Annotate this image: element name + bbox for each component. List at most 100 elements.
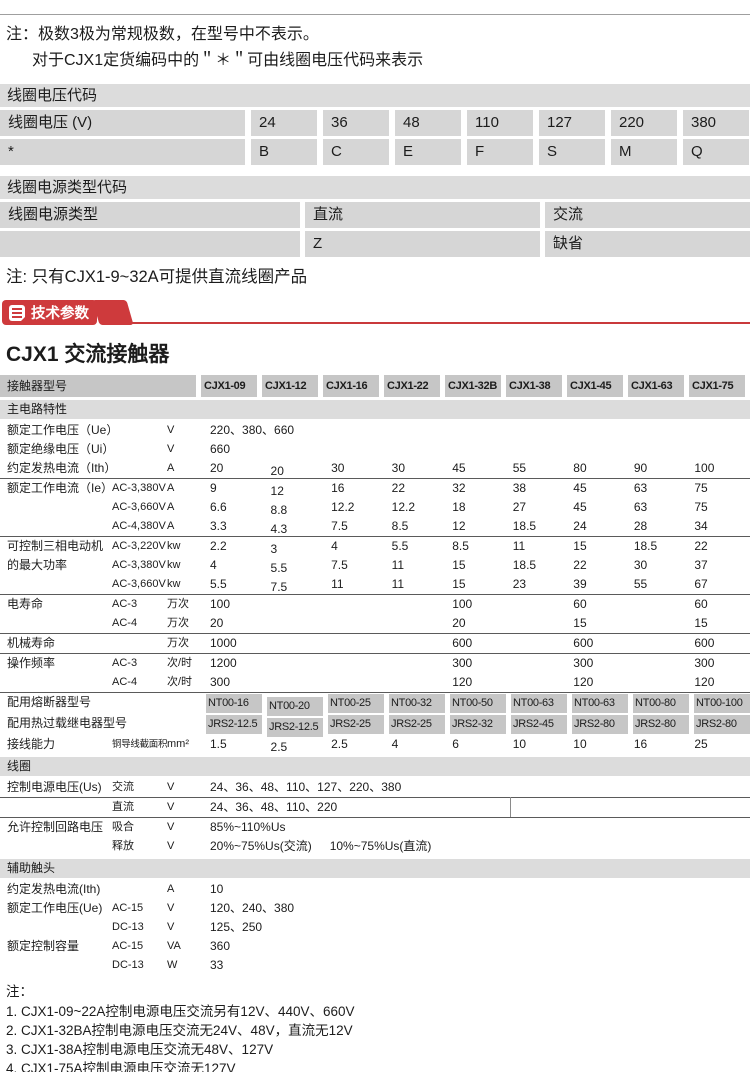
spec-row: AC-4,380V A 3.3 4.3 7.5 8.5 12 18.5 24 28 34 xyxy=(0,517,750,536)
spec-row-label: 约定发热电流（Ith） xyxy=(7,461,117,475)
spec-value-span: 20%~75%Us(交流) xyxy=(210,839,312,853)
model-part-cell: JRS2-12.5 xyxy=(267,718,323,737)
spec-row-unit: V xyxy=(167,921,175,933)
spec-value-cell: 22 xyxy=(694,539,708,553)
spec-value-cell: 15 xyxy=(573,616,587,630)
spec-value-cell: 9 xyxy=(210,481,217,495)
spec-row-sublabel: AC-3,660V xyxy=(112,578,166,590)
spec-row: 机械寿命 万次 1000 600 600 600 xyxy=(0,633,750,653)
spec-value-cell: 4 xyxy=(210,558,217,572)
spec-row: 配用热过载继电器型号 JRS2-12.5 JRS2-12.5 JRS2-25 JRS2-… xyxy=(0,714,750,737)
row-label: * xyxy=(0,139,245,165)
spec-row-unit: A xyxy=(167,501,175,513)
spec-row: 额定工作电流（Ie） AC-3,380V A 9 12 16 22 32 38 45 63 75 xyxy=(0,478,750,498)
spec-value-cell: 15 xyxy=(694,616,708,630)
spec-value-cell: 39 xyxy=(573,577,587,591)
spec-row-label: 额定工作电压(Ue) xyxy=(7,901,103,915)
spec-row: AC-3,660V kw 5.5 7.5 11 11 15 23 39 55 67 xyxy=(0,575,750,594)
spec-value-cell: 16 xyxy=(331,481,345,495)
spec-value-cell: 12.2 xyxy=(331,500,355,514)
spec-value-cell: 120 xyxy=(694,675,715,689)
spec-row: AC-3,660V A 6.6 8.8 12.2 12.2 18 27 45 63 75 xyxy=(0,498,750,517)
table-row: 线圈电源类型 直流 交流 xyxy=(0,202,750,228)
spec-row-label xyxy=(0,918,112,937)
spec-row-label xyxy=(0,498,112,517)
model-column-header: CJX1-32B xyxy=(445,375,501,397)
spec-row-sublabel: AC-4,380V xyxy=(112,520,166,532)
spec-value-cell: 45 xyxy=(573,481,587,495)
spec-value-span: 125、250 xyxy=(210,920,263,934)
model-part-cell: NT00-32 xyxy=(389,694,445,713)
top-notes: 注：极数3极为常规极数，在型号中不表示。 对于CJX1定货编码中的＂＊＂可由线圈… xyxy=(6,22,750,74)
spec-row-values: 33 xyxy=(205,956,750,975)
spec-value-cell xyxy=(508,595,569,614)
spec-value-cell: 25 xyxy=(694,737,708,751)
model-part-cell: NT00-63 xyxy=(511,694,567,713)
spec-value-cell xyxy=(508,673,569,692)
spec-row-values: 3.3 4.3 7.5 8.5 12 18.5 24 28 34 xyxy=(205,517,750,536)
spec-value-cell: 600 xyxy=(694,636,715,650)
table-cell: 380 xyxy=(683,110,749,136)
spec-row-sublabel: 释放 xyxy=(112,840,134,852)
spec-row: 的最大功率 AC-3,380V kw 4 5.5 7.5 11 15 18.5 22 30 37 xyxy=(0,556,750,575)
spec-row-unit: 次/时 xyxy=(167,657,193,669)
spec-value-cell: 2.2 xyxy=(210,539,227,553)
spec-value-span: 24、36、48、110、220 xyxy=(210,800,338,814)
spec-row-values: 2.2 3 4 5.5 8.5 11 15 18.5 22 xyxy=(205,537,750,556)
spec-row-unit: W xyxy=(167,959,178,971)
spec-value-cell xyxy=(326,634,387,653)
table-row: * B C E F S M Q xyxy=(0,139,750,165)
table-cell: B xyxy=(251,139,317,165)
spec-row-sublabel: AC-3,660V xyxy=(112,501,166,513)
spec-value-cell: 100 xyxy=(694,461,715,475)
spec-row-label xyxy=(0,614,112,633)
spec-value-cell: 63 xyxy=(633,481,648,495)
spec-row: 电寿命 AC-3 万次 100 100 60 60 xyxy=(0,594,750,614)
document-icon xyxy=(9,304,26,322)
spec-row-label: 电寿命 xyxy=(7,597,44,611)
spec-value-cell: 12.2 xyxy=(391,500,415,514)
note-line-2: 对于CJX1定货编码中的＂＊＂可由线圈电压代码来表示 xyxy=(32,52,424,69)
spec-row: AC-4 万次 20 20 15 15 xyxy=(0,614,750,633)
spec-value-span: 360 xyxy=(210,939,231,953)
model-part-cell: JRS2-80 xyxy=(572,715,628,734)
spec-value-cell: 10 xyxy=(573,737,587,751)
table-cell: 直流 xyxy=(305,202,540,228)
spec-value-cell: 120 xyxy=(573,675,594,689)
spec-value-cell: 7.5 xyxy=(331,519,348,533)
spec-row: 直流 V 24、36、48、110、220 xyxy=(0,797,750,817)
spec-value-cell xyxy=(326,654,387,673)
spec-value-cell xyxy=(387,634,448,653)
spec-value-cell: 4.3 xyxy=(270,522,288,536)
table-cell: F xyxy=(467,139,533,165)
spec-value-cell: 24 xyxy=(573,519,587,533)
spec-row-unit: A xyxy=(167,883,175,895)
spec-row-unit xyxy=(167,693,205,714)
spec-value-cell: 67 xyxy=(694,577,708,591)
spec-value-cell: 32 xyxy=(452,481,466,495)
model-column-header: CJX1-16 xyxy=(323,375,379,397)
spec-value-cell: 60 xyxy=(573,597,587,611)
spec-row-label: 允许控制回路电压 xyxy=(7,820,104,834)
spec-value-span: 24、36、48、110、127、220、380 xyxy=(210,780,402,794)
spec-value-cell: 55 xyxy=(512,461,527,475)
spec-value-cell: 37 xyxy=(694,558,708,572)
spec-row-unit: A xyxy=(167,482,175,494)
footnotes-title: 注： xyxy=(6,984,33,999)
spec-row-unit: V xyxy=(167,840,175,852)
spec-row: 配用熔断器型号 NT00-16 NT00-20 NT00-25 NT00-32 NT00-… xyxy=(0,692,750,716)
spec-value-cell: 23 xyxy=(512,577,527,591)
spec-row-unit: A xyxy=(167,462,175,474)
spec-section-bar: 线圈 xyxy=(0,757,750,776)
spec-row: 额定绝缘电压（Ui） V 660 xyxy=(0,440,750,459)
spec-value-cell: 6.6 xyxy=(210,500,227,514)
spec-value-cell: 3 xyxy=(270,542,278,556)
spec-value-cell: 6 xyxy=(452,737,459,751)
model-part-cell: NT00-100 xyxy=(694,694,750,713)
spec-value-cell: 11 xyxy=(331,577,344,591)
spec-value-cell: 2.5 xyxy=(270,740,288,754)
spec-row-values: 100 100 60 60 xyxy=(205,595,750,614)
spec-row-sublabel: AC-3 xyxy=(112,598,138,610)
table-row: 线圈电压 (V) 24 36 48 110 127 220 380 xyxy=(0,110,750,136)
spec-row-label: 的最大功率 xyxy=(7,558,68,572)
